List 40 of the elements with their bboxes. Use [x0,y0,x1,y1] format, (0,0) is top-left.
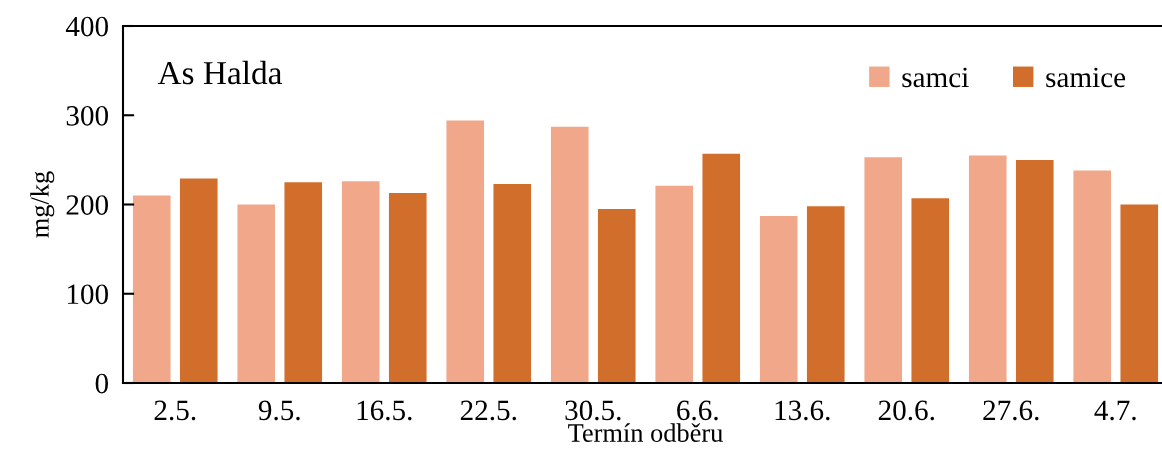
y-tick-label: 0 [95,373,108,394]
bar [864,157,903,383]
x-tick-label: 6.6. [677,400,718,421]
bar [446,120,485,383]
y-tick-label: 100 [67,284,108,305]
bar [702,153,741,383]
legend-label: samci [902,67,969,88]
y-tick-label: 200 [66,195,108,215]
x-tick-label: 2.5. [154,400,196,421]
x-tick-label: 4.7. [1094,400,1136,421]
bar [388,192,427,383]
bar [911,198,950,383]
bar [179,178,218,383]
bar [1073,170,1112,383]
x-tick-label: 27.6. [983,400,1039,421]
x-tick-label: 22.5. [460,400,516,421]
y-tick-label: 300 [66,105,108,126]
bar [493,183,532,383]
x-tick-label: 16.5. [357,400,412,421]
bar [132,195,171,383]
x-axis-title: Termín odběru [568,423,723,442]
y-tick-label: 400 [65,16,108,37]
bar [1120,204,1159,383]
bar [550,126,589,383]
bar [806,206,845,383]
bar [655,185,694,383]
bar [759,216,798,383]
legend-label: samice [1046,67,1126,88]
x-tick-label: 20.6. [878,400,934,421]
bar [237,204,276,383]
bar [968,155,1007,383]
bar [1015,159,1054,383]
x-tick-label: 30.5. [565,400,621,421]
x-tick-label: 9.5. [258,400,300,421]
bar [284,182,323,383]
y-axis-title: mg/kg [30,171,55,238]
text: As Halda [157,60,282,85]
bar [341,181,380,383]
x-tick-label: 13.6. [775,400,830,421]
bar [597,208,636,383]
